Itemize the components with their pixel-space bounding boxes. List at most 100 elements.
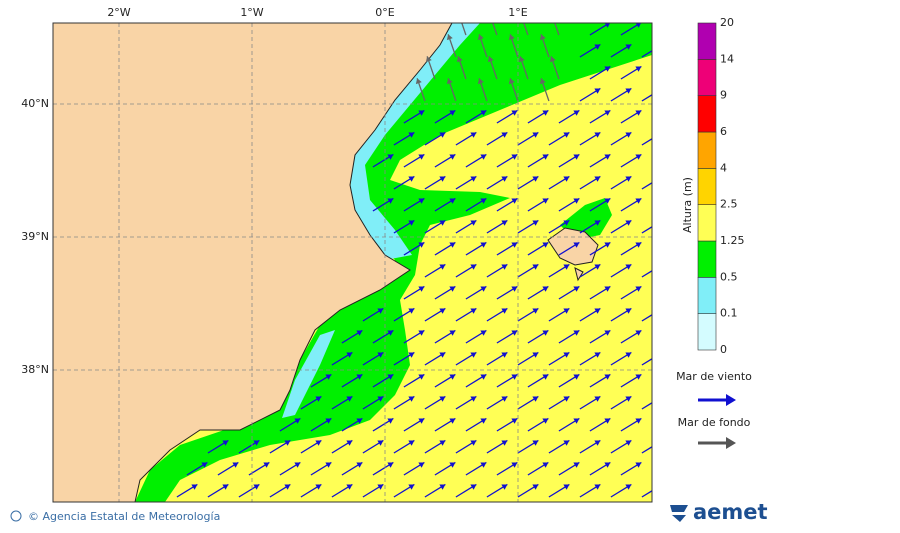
wave-arrow-head (457, 12, 463, 18)
wave-arrow-head (625, 176, 632, 182)
wave-arrow (641, 402, 652, 410)
wave-arrow (641, 270, 652, 278)
wave-arrow-head (511, 418, 518, 424)
colorbar-tick-label: 2.5 (720, 198, 738, 211)
wave-arrow-head (550, 12, 556, 18)
wave-arrow-head (356, 374, 363, 380)
wave-arrow-head (315, 440, 322, 446)
colorbar-segment (697, 168, 717, 205)
wave-arrow-head (666, 198, 672, 203)
wave-arrow-head (666, 286, 672, 291)
colorbar-segment (697, 95, 717, 133)
wave-arrow-head (656, 132, 662, 137)
lat-label: 40°N (21, 97, 49, 110)
wave-arrow-head (563, 440, 570, 446)
wave-arrow-head (532, 264, 539, 270)
wave-arrow-head (449, 374, 456, 380)
wave-arrow-head (449, 286, 456, 292)
wave-arrow-head (408, 396, 415, 402)
wave-arrow-head (542, 154, 549, 160)
wave-arrow-head (511, 286, 518, 292)
wave-arrow (641, 358, 652, 366)
wave-arrow-head (439, 396, 446, 402)
wave-arrow-head (666, 154, 672, 159)
wave-arrow-head (470, 264, 477, 270)
wave-arrow-head (635, 66, 642, 72)
wave-arrow-head (449, 330, 456, 336)
wave-arrow-head (635, 110, 642, 116)
colorbar-tick-label: 6 (720, 125, 727, 138)
wave-arrow-head (573, 418, 580, 424)
wave-arrow-head (532, 308, 539, 314)
wave-arrow-head (625, 220, 632, 226)
wave-arrow (641, 182, 652, 190)
wave-arrow-head (573, 286, 580, 292)
wave-arrow-head (666, 374, 672, 379)
wave-arrow-head (594, 264, 601, 270)
wave-arrow-head (418, 374, 425, 380)
wave-arrow-head (488, 12, 494, 18)
wave-arrow-head (532, 440, 539, 446)
wave-arrow-head (656, 396, 662, 401)
wave-arrow-head (408, 440, 415, 446)
wave-arrow-head (542, 330, 549, 336)
wave-arrow-head (418, 418, 425, 424)
footer: © Agencia Estatal de Meteorología (28, 510, 220, 523)
colorbar-segment (697, 131, 717, 169)
wave-arrow-head (635, 154, 642, 160)
wave-arrow-head (387, 374, 394, 380)
lon-label: 2°W (107, 6, 130, 19)
wave-arrow (651, 474, 652, 476)
wave-arrow-head (666, 242, 672, 247)
wave-arrow-head (501, 220, 508, 226)
wave-arrow-head (563, 176, 570, 182)
wave-arrow-head (480, 330, 487, 336)
wave-arrow-head (573, 330, 580, 336)
wave-arrow-head (542, 462, 549, 468)
wave-arrow-head (470, 176, 477, 182)
wave-arrow-head (449, 242, 456, 248)
wave-arrow-head (449, 154, 456, 160)
wave-arrow-head (480, 154, 487, 160)
wave-arrow-head (594, 88, 601, 94)
legend-arrow-head (726, 394, 736, 406)
colorbar-segment (697, 313, 717, 351)
wave-arrow-head (604, 154, 611, 160)
wave-arrow-head (625, 484, 632, 490)
wave-arrow-head (439, 176, 446, 182)
wave-arrow-head (480, 462, 487, 468)
wave-arrow (523, 23, 529, 36)
legend-label: Mar de viento (676, 370, 752, 383)
wave-arrow-head (480, 198, 487, 204)
wave-arrow (651, 386, 652, 388)
wave-arrow-head (635, 462, 642, 468)
colorbar-segment (697, 204, 717, 242)
wave-arrow-head (594, 440, 601, 446)
wave-arrow-head (480, 418, 487, 424)
wave-arrow (651, 210, 652, 212)
wave-arrow-head (418, 110, 425, 116)
wave-arrow-head (501, 132, 508, 138)
colorbar-tick-label: 1.25 (720, 234, 745, 247)
wave-arrow-head (387, 462, 394, 468)
wave-arrow-head (294, 418, 301, 424)
wave-arrow-head (449, 198, 456, 204)
wave-arrow-head (625, 396, 632, 402)
wave-arrow-head (604, 462, 611, 468)
wave-arrow-head (418, 242, 425, 248)
wave-arrow-head (635, 198, 642, 204)
wave-arrow-head (425, 56, 432, 63)
wave-arrow-head (508, 34, 515, 41)
wave-arrow-head (666, 330, 672, 335)
wave-arrow-head (604, 242, 611, 248)
grid (53, 23, 652, 502)
wave-arrow-head (408, 220, 415, 226)
colorbar-segment (697, 22, 717, 60)
lon-label: 0°E (375, 6, 394, 19)
wave-arrow-head (594, 220, 601, 226)
wave-arrow-head (377, 308, 384, 314)
wave-arrow-head (446, 78, 453, 85)
wave-arrow (641, 138, 652, 146)
wave-arrow-head (511, 462, 518, 468)
wave-arrow-head (635, 330, 642, 336)
